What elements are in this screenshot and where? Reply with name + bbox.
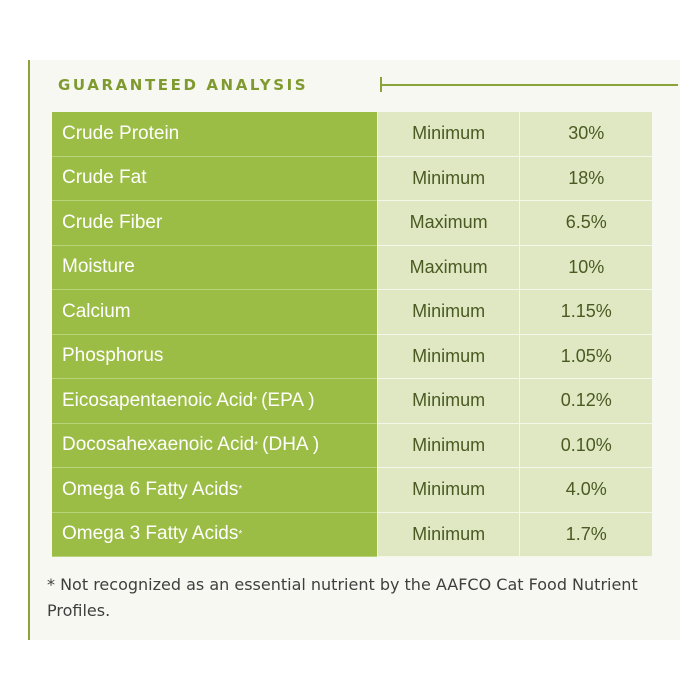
table-row: Moisture Maximum 10% bbox=[52, 245, 652, 290]
nutrient-name: Omega 6 Fatty Acids * bbox=[52, 468, 377, 513]
table-row: Calcium Minimum 1.15% bbox=[52, 290, 652, 335]
table-row: Crude Fat Minimum 18% bbox=[52, 156, 652, 201]
nutrient-name: Moisture bbox=[52, 245, 377, 290]
footnote-marker: * bbox=[254, 439, 259, 451]
nutrient-value: 1.15% bbox=[519, 290, 652, 335]
nutrient-value: 4.0% bbox=[519, 468, 652, 513]
nutrient-value: 1.7% bbox=[519, 512, 652, 557]
nutrient-name: Calcium bbox=[52, 290, 377, 335]
nutrient-basis: Minimum bbox=[376, 512, 520, 557]
analysis-header: GUARANTEED ANALYSIS bbox=[58, 74, 308, 96]
nutrient-basis: Minimum bbox=[376, 379, 520, 424]
nutrient-name: Eicosapentaenoic Acid * (EPA ) bbox=[52, 379, 377, 424]
analysis-table: Crude Protein Minimum 30% Crude Fat Mini… bbox=[52, 112, 652, 557]
table-row: Crude Fiber Maximum 6.5% bbox=[52, 201, 652, 246]
nutrient-basis: Maximum bbox=[376, 201, 520, 246]
nutrient-value: 18% bbox=[519, 156, 652, 201]
table-row: Crude Protein Minimum 30% bbox=[52, 112, 652, 157]
nutrient-name: Crude Fat bbox=[52, 156, 377, 201]
nutrient-basis: Minimum bbox=[376, 156, 520, 201]
nutrient-value: 0.12% bbox=[519, 379, 652, 424]
nutrient-basis: Minimum bbox=[376, 290, 520, 335]
nutrient-basis: Minimum bbox=[376, 112, 520, 157]
header-rule bbox=[380, 84, 678, 86]
nutrient-basis: Maximum bbox=[376, 245, 520, 290]
footnote-marker: * bbox=[253, 395, 258, 407]
nutrient-abbreviation: (EPA ) bbox=[261, 389, 315, 411]
nutrient-value: 10% bbox=[519, 245, 652, 290]
nutrient-abbreviation: (DHA ) bbox=[262, 434, 320, 456]
nutrient-name: Omega 3 Fatty Acids * bbox=[52, 512, 377, 557]
table-row: Omega 6 Fatty Acids * Minimum 4.0% bbox=[52, 468, 652, 513]
nutrient-basis: Minimum bbox=[376, 468, 520, 513]
nutrient-value: 30% bbox=[519, 112, 652, 157]
nutrient-value: 1.05% bbox=[519, 334, 652, 379]
table-row: Omega 3 Fatty Acids * Minimum 1.7% bbox=[52, 512, 652, 557]
table-row: Docosahexaenoic Acid * (DHA ) Minimum 0.10… bbox=[52, 423, 652, 468]
nutrient-name: Phosphorus bbox=[52, 334, 377, 379]
footnote-text: * Not recognized as an essential nutrien… bbox=[47, 575, 638, 620]
footnote-marker: * bbox=[238, 528, 243, 540]
table-row: Eicosapentaenoic Acid * (EPA ) Minimum 0.1… bbox=[52, 379, 652, 424]
nutrient-name: Docosahexaenoic Acid * (DHA ) bbox=[52, 423, 377, 468]
nutrient-basis: Minimum bbox=[376, 334, 520, 379]
analysis-title: GUARANTEED ANALYSIS bbox=[58, 76, 309, 94]
footnote-marker: * bbox=[238, 484, 243, 496]
nutrient-basis: Minimum bbox=[376, 423, 520, 468]
nutrient-name: Crude Fiber bbox=[52, 201, 377, 246]
nutrient-name: Crude Protein bbox=[52, 112, 377, 157]
nutrient-value: 0.10% bbox=[519, 423, 652, 468]
nutrient-value: 6.5% bbox=[519, 201, 652, 246]
table-row: Phosphorus Minimum 1.05% bbox=[52, 334, 652, 379]
